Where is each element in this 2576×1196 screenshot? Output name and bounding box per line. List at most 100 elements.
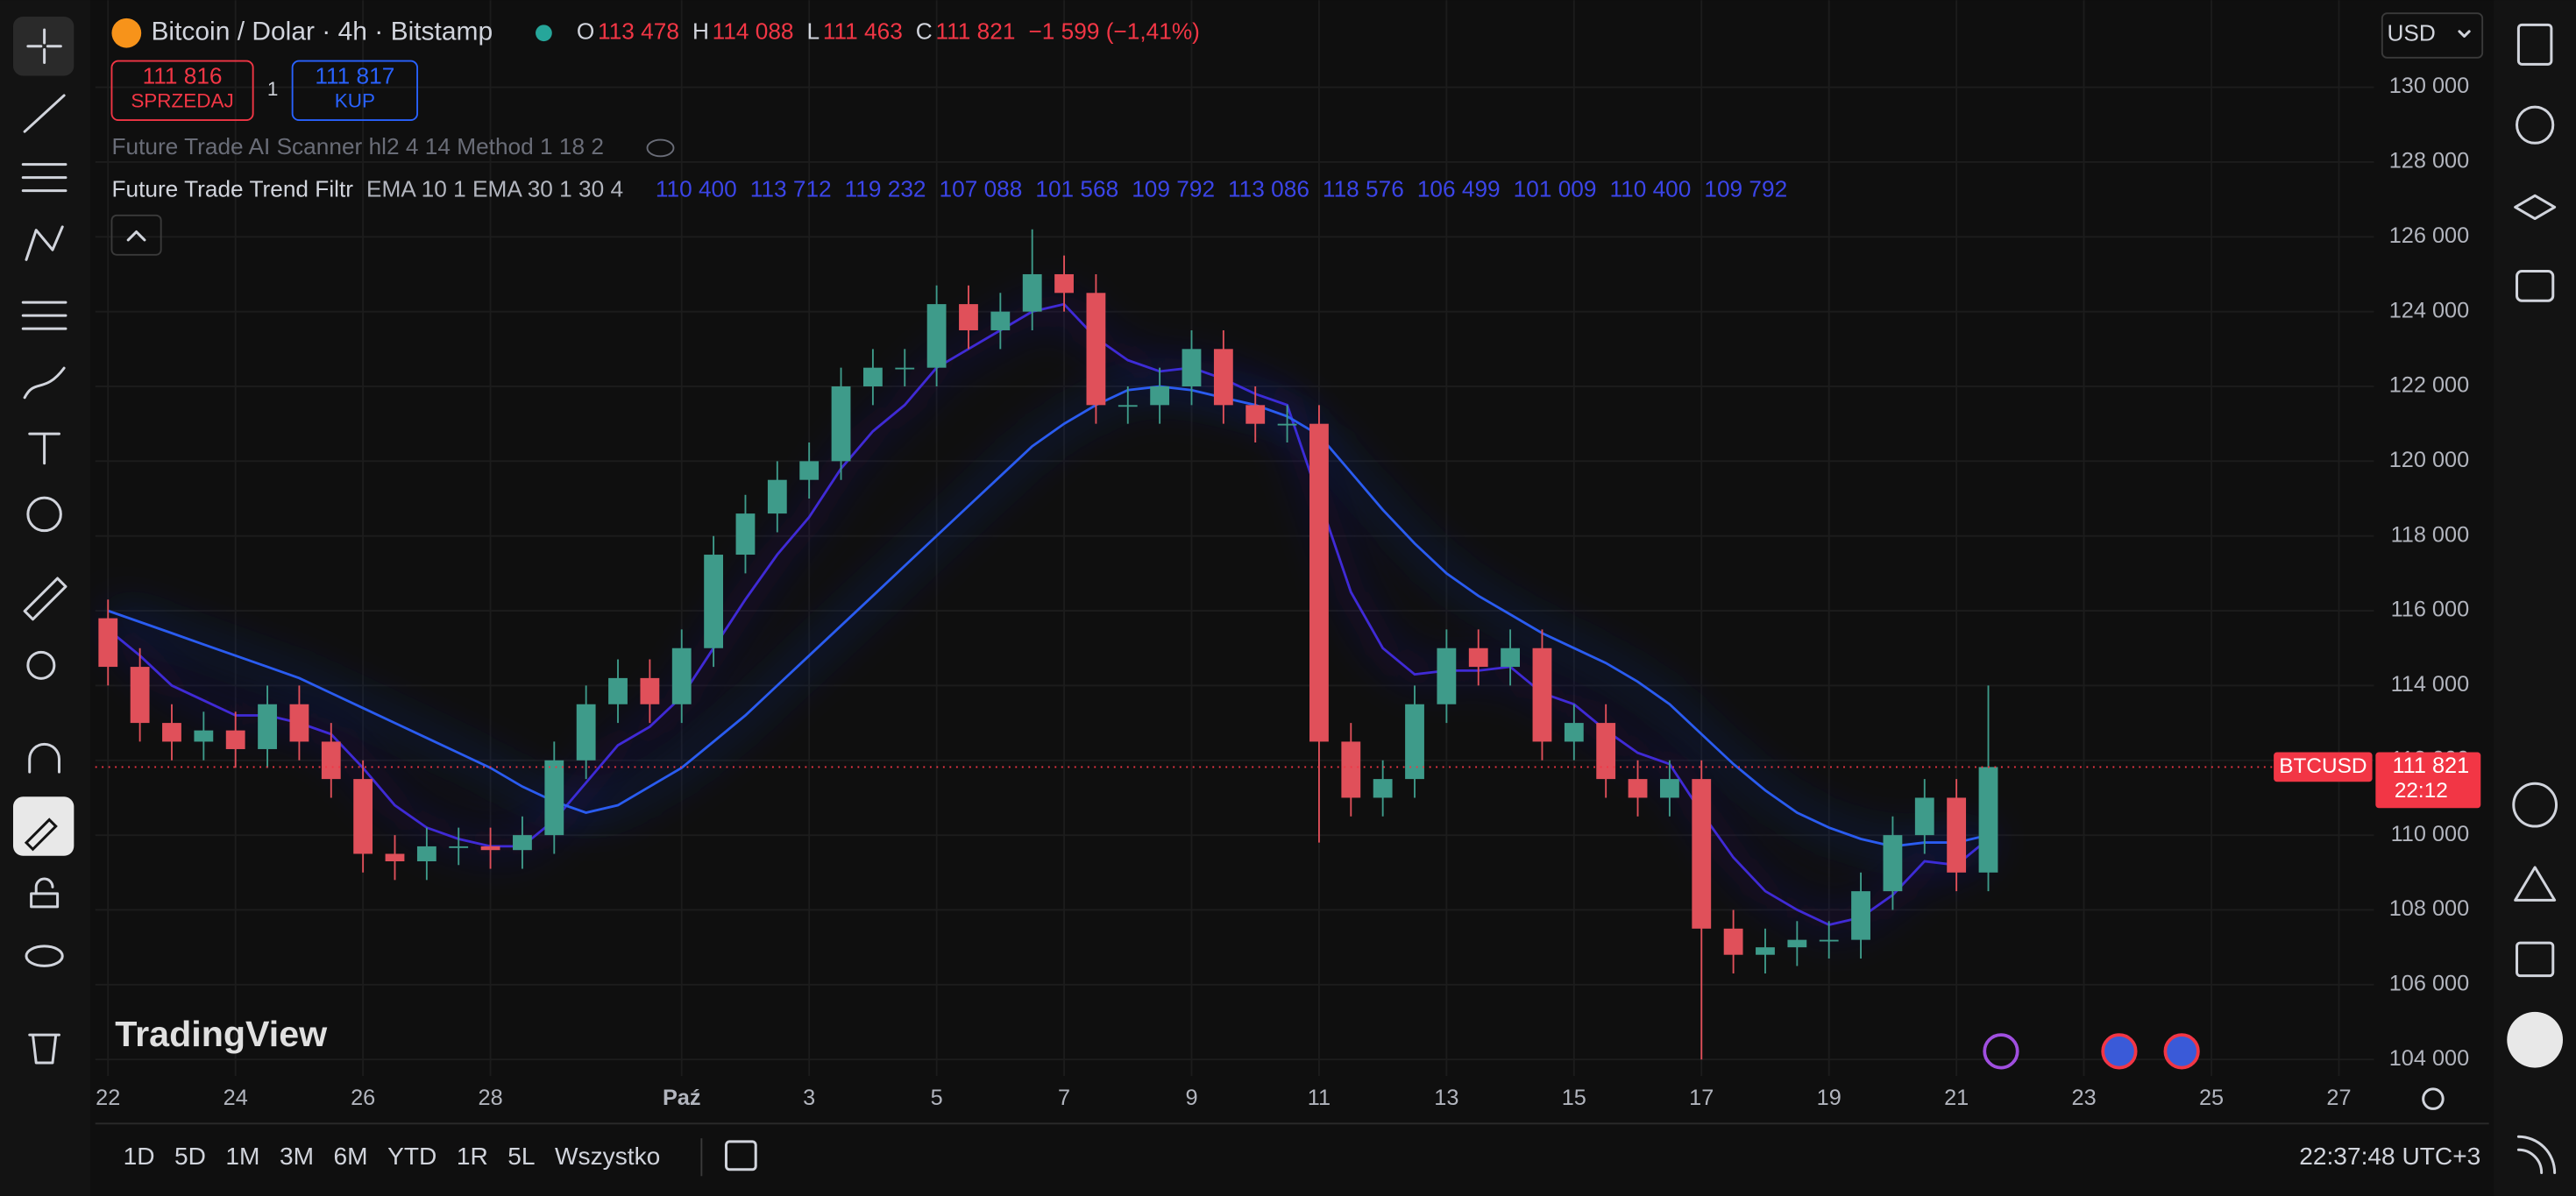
range-button[interactable]: YTD	[387, 1143, 436, 1170]
indicator-values: 110 400 113 712 119 232 107 088 101 568 109 7…	[656, 176, 1787, 202]
visibility-tool[interactable]	[25, 945, 64, 967]
zoom-tool[interactable]	[26, 650, 56, 680]
projection-tool[interactable]	[21, 301, 67, 330]
y-tick-label: 124 000	[2389, 298, 2469, 322]
date-range-button[interactable]	[724, 1140, 757, 1171]
candle-body	[671, 648, 692, 704]
ema-line	[107, 385, 1989, 848]
chat-button[interactable]	[2516, 270, 2555, 302]
ema-line	[107, 302, 1990, 926]
right-toolbar	[2494, 0, 2576, 1196]
range-button[interactable]: 1R	[457, 1143, 488, 1170]
x-tick-label: 5	[931, 1086, 943, 1110]
candle-body	[1277, 423, 1297, 426]
x-tick-label: 28	[479, 1086, 503, 1110]
range-button[interactable]: Wszystko	[555, 1143, 660, 1170]
fib-tool[interactable]	[21, 163, 67, 193]
currency-select[interactable]	[2381, 12, 2484, 59]
x-tick-label: 15	[1562, 1086, 1586, 1110]
crosshair-tool[interactable]	[26, 28, 62, 64]
range-button[interactable]: 1M	[225, 1143, 259, 1170]
tool-active[interactable]	[12, 16, 75, 76]
range-button[interactable]: 5D	[174, 1143, 206, 1170]
candle-body	[321, 741, 341, 780]
hidden-icon[interactable]	[646, 138, 675, 158]
candle-body	[1819, 939, 1839, 942]
candle-body	[1405, 704, 1424, 780]
range-button[interactable]: 5L	[507, 1143, 535, 1170]
candle-body	[1947, 797, 1967, 873]
candle-body	[1787, 939, 1807, 948]
change: −1 599 (−1,41%)	[1028, 18, 1199, 45]
y-tick-label: 116 000	[2391, 598, 2470, 622]
emoji-tool[interactable]	[26, 496, 62, 533]
indicator-value: 107 088	[940, 176, 1023, 202]
alerts-button[interactable]	[2516, 105, 2555, 145]
lock-drawing-icon	[24, 817, 58, 852]
range-button[interactable]: 1D	[124, 1143, 155, 1170]
candle-body	[1564, 723, 1584, 742]
lock-tool[interactable]	[30, 877, 60, 909]
sell-price: 111 816	[143, 62, 223, 88]
y-tick-label: 108 000	[2389, 896, 2469, 921]
ruler-tool[interactable]	[23, 577, 67, 621]
event-marker[interactable]	[2101, 1033, 2138, 1070]
candle-body	[862, 367, 883, 386]
line-tool[interactable]	[23, 94, 66, 133]
indicator-value: 109 792	[1704, 176, 1787, 202]
candle-body	[704, 555, 724, 648]
spread: 1	[267, 78, 279, 100]
ohlc-value: 111 821	[936, 18, 1016, 45]
pattern-tool[interactable]	[25, 225, 64, 261]
apps-button[interactable]	[2507, 1011, 2564, 1068]
candle-body	[1756, 947, 1775, 955]
symbol-tag	[2274, 752, 2373, 782]
candle-body	[959, 304, 978, 330]
candle-body	[1851, 891, 1870, 940]
axis-settings[interactable]	[2422, 1087, 2445, 1110]
candle-body	[1182, 349, 1202, 386]
candle-body	[1086, 293, 1106, 406]
y-tick-label: 106 000	[2389, 972, 2469, 996]
indicator-value: 119 232	[845, 176, 926, 202]
delete-tool[interactable]	[28, 1033, 60, 1065]
brush-tool[interactable]	[23, 366, 66, 400]
range-button[interactable]: 6M	[334, 1143, 368, 1170]
text-tool[interactable]	[28, 432, 60, 465]
candle-body	[130, 667, 150, 724]
candle-body	[289, 704, 309, 742]
magnet-tool[interactable]	[28, 742, 60, 774]
sell-button[interactable]	[110, 60, 254, 121]
y-tick-label: 130 000	[2389, 74, 2469, 98]
candle-body	[1054, 273, 1074, 294]
ideas-button[interactable]	[2514, 866, 2557, 902]
event-marker[interactable]	[2163, 1033, 2200, 1070]
range-button[interactable]: 3M	[280, 1143, 314, 1170]
y-tick-label: 128 000	[2389, 149, 2469, 173]
ohlc-key: H	[692, 18, 709, 45]
candle-body	[576, 704, 596, 761]
target-button[interactable]	[2512, 782, 2558, 828]
collapse-button[interactable]	[110, 214, 162, 256]
x-tick-label: 22	[96, 1086, 120, 1110]
y-tick-label: 126 000	[2389, 223, 2469, 248]
signal-button[interactable]	[2516, 1135, 2557, 1175]
x-tick-label: 13	[1434, 1086, 1458, 1110]
watchlist-button[interactable]	[2516, 23, 2553, 66]
candle-body	[1978, 767, 1998, 873]
layers-button[interactable]	[2514, 194, 2557, 221]
candle-body	[1022, 273, 1042, 312]
y-tick-label: 118 000	[2391, 522, 2470, 547]
buy-button[interactable]	[291, 60, 419, 121]
event-marker[interactable]	[1983, 1033, 2019, 1070]
x-tick-label: 23	[2072, 1086, 2097, 1110]
candle-body	[258, 704, 277, 749]
ohlc-value: 111 463	[823, 18, 903, 45]
y-tick-label: 104 000	[2389, 1046, 2469, 1071]
calendar-button[interactable]	[2516, 941, 2555, 978]
y-tick-label: 120 000	[2389, 448, 2469, 472]
candle-body	[353, 779, 373, 854]
